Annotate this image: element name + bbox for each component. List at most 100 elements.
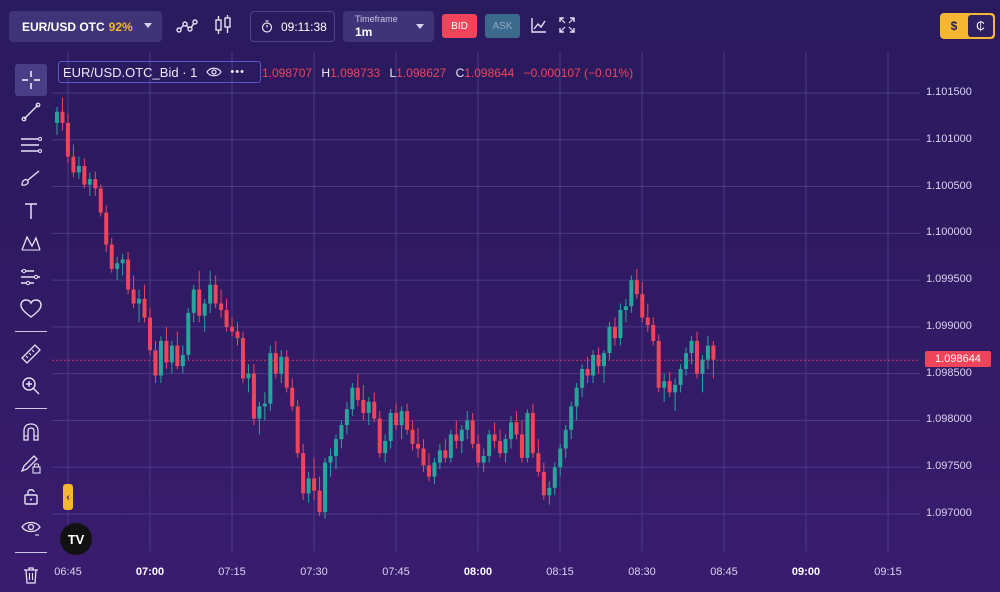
candle-body — [306, 478, 311, 494]
crosshair-icon[interactable] — [15, 64, 47, 96]
candle-body — [164, 340, 169, 363]
time-tick-label: 07:00 — [135, 566, 165, 578]
candle-body — [684, 353, 689, 369]
low-value: 1.098627 — [396, 66, 447, 80]
low-key: L — [389, 66, 397, 80]
timeframe-value: 1m — [355, 25, 373, 39]
forecast-icon[interactable] — [15, 260, 47, 292]
candle-body — [443, 450, 448, 458]
timeframe-label: Timeframe — [355, 14, 398, 24]
candle-body — [180, 354, 185, 367]
candle-body — [240, 338, 245, 379]
candle-body — [388, 412, 393, 442]
candle-body — [120, 259, 125, 264]
fullscreen-icon[interactable] — [559, 17, 575, 38]
pattern-icon[interactable] — [15, 227, 47, 259]
price-tick-label: 1.100500 — [926, 179, 972, 192]
candle-body — [186, 312, 191, 355]
candle-body — [432, 462, 437, 477]
candle-body — [492, 434, 497, 442]
lock-icon[interactable] — [15, 480, 47, 512]
heart-icon[interactable] — [15, 293, 47, 325]
zoom-in-icon[interactable] — [15, 370, 47, 402]
candle-body — [476, 443, 481, 463]
candle-body — [131, 289, 136, 304]
candle-body — [596, 354, 601, 367]
candle-body — [585, 368, 590, 376]
payout-percent: 92% — [108, 19, 133, 34]
indicators-icon[interactable] — [176, 16, 198, 41]
close-value: 1.098644 — [464, 66, 515, 80]
candle-body — [618, 310, 623, 339]
trash-icon[interactable] — [15, 559, 47, 591]
candle-body — [328, 455, 333, 463]
candle-body — [448, 434, 453, 458]
candle-body — [421, 448, 426, 466]
alt-currency-option[interactable]: ₵ — [968, 15, 993, 37]
usd-option[interactable]: $ — [950, 19, 958, 33]
open-value: 1.098707 — [262, 66, 313, 80]
candle-body — [470, 420, 475, 444]
line-chart-icon[interactable] — [531, 17, 547, 38]
series-legend[interactable]: EUR/USD.OTC_Bid · 1 ••• — [58, 61, 261, 83]
candle-body — [437, 450, 442, 463]
candle-body — [71, 156, 76, 173]
fib-retracement-icon[interactable] — [15, 129, 47, 161]
collapse-panel-handle[interactable]: ‹ — [63, 484, 73, 510]
candle-body — [640, 294, 645, 318]
ruler-icon[interactable] — [15, 338, 47, 370]
candle-body — [268, 353, 273, 404]
candle-body — [312, 478, 317, 491]
time-tick-label: 08:30 — [628, 566, 656, 578]
more-options-icon[interactable]: ••• — [230, 66, 245, 78]
toolbar-divider — [15, 408, 47, 409]
ask-button[interactable]: ASK — [485, 14, 520, 38]
candle-body — [93, 179, 98, 189]
eye-icon[interactable] — [15, 512, 47, 544]
magnet-icon[interactable] — [15, 416, 47, 448]
brush-icon[interactable] — [15, 162, 47, 194]
candle-body — [563, 429, 568, 449]
candle-body — [333, 439, 338, 456]
candle-body — [656, 340, 661, 388]
candle-body — [645, 317, 650, 326]
candle-body — [290, 387, 295, 407]
candle-body — [295, 406, 300, 454]
bid-button[interactable]: BID — [442, 14, 477, 38]
toolbar-divider — [15, 552, 47, 553]
candle-body — [459, 429, 464, 442]
top-bar: EUR/USD OTC 92% 09:11:38 Timeframe 1m — [0, 0, 1000, 52]
asset-selector[interactable]: EUR/USD OTC 92% — [9, 11, 162, 42]
expiry-timer[interactable]: 09:11:38 — [250, 11, 335, 42]
text-icon[interactable] — [15, 195, 47, 227]
price-tick-label: 1.097500 — [926, 460, 972, 473]
candle-body — [137, 298, 142, 304]
trend-line-icon[interactable] — [15, 96, 47, 128]
toolbar-divider — [15, 331, 47, 332]
tradingview-logo[interactable]: TV — [60, 523, 92, 555]
timer-value: 09:11:38 — [281, 19, 327, 34]
chevron-down-icon — [416, 24, 424, 29]
candle-body — [673, 384, 678, 393]
candle-body — [689, 340, 694, 354]
candle-body — [602, 353, 606, 367]
candle-body — [552, 467, 557, 488]
lock-drawing-icon[interactable] — [15, 448, 47, 480]
high-value: 1.098733 — [330, 66, 381, 80]
candle-body — [355, 387, 360, 400]
series-name: EUR/USD.OTC_Bid · 1 — [63, 64, 198, 80]
candle-body — [629, 280, 634, 307]
candle-body — [558, 448, 563, 468]
asset-name: EUR/USD OTC — [22, 19, 105, 34]
candle-body — [262, 403, 267, 407]
candle-body — [323, 462, 328, 513]
candle-body — [344, 409, 349, 426]
price-tick-label: 1.098500 — [926, 366, 972, 379]
timeframe-selector[interactable]: Timeframe 1m — [343, 11, 434, 42]
candle-body — [580, 368, 585, 388]
chart-type-icon[interactable] — [214, 14, 232, 41]
candle-body — [76, 165, 81, 173]
currency-toggle[interactable]: $ ₵ — [940, 13, 995, 39]
eye-icon[interactable] — [206, 65, 223, 80]
